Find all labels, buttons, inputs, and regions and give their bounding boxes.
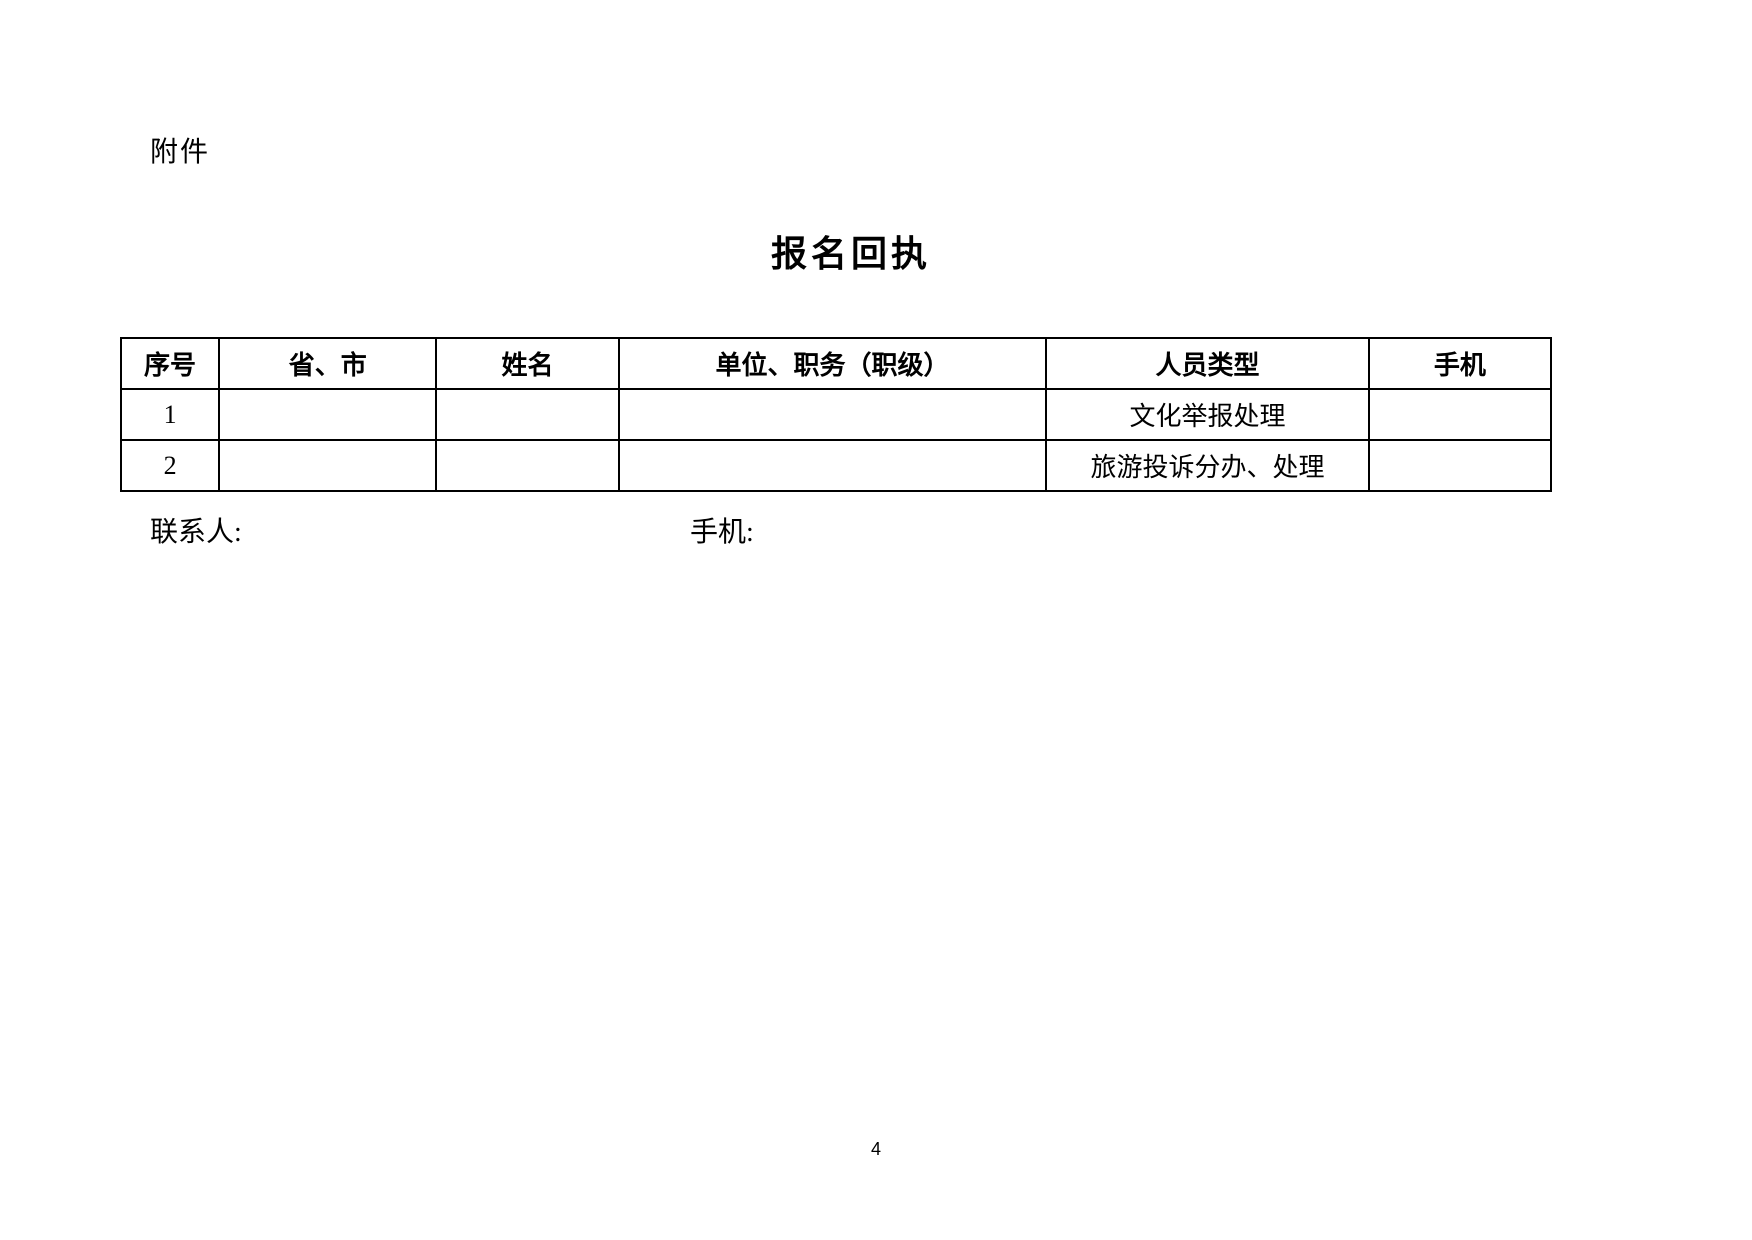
registration-table: 序号 省、市 姓名 单位、职务（职级） 人员类型 手机 1 文化举报处理 2 xyxy=(120,337,1552,492)
cell-unit xyxy=(619,440,1047,491)
header-province: 省、市 xyxy=(219,338,436,389)
page-number: 4 xyxy=(871,1139,881,1160)
contact-row: 联系人: 手机: xyxy=(150,510,1582,550)
header-type: 人员类型 xyxy=(1046,338,1368,389)
header-phone: 手机 xyxy=(1369,338,1551,389)
cell-type: 旅游投诉分办、处理 xyxy=(1046,440,1368,491)
cell-phone xyxy=(1369,389,1551,440)
cell-phone xyxy=(1369,440,1551,491)
attachment-label: 附件 xyxy=(150,130,1582,170)
cell-seq: 2 xyxy=(121,440,219,491)
table-row: 2 旅游投诉分办、处理 xyxy=(121,440,1551,491)
contact-phone-label: 手机: xyxy=(690,510,754,550)
cell-type: 文化举报处理 xyxy=(1046,389,1368,440)
cell-name xyxy=(436,440,618,491)
page-content: 附件 报名回执 序号 省、市 姓名 单位、职务（职级） 人员类型 手机 1 文化… xyxy=(0,0,1752,550)
header-name: 姓名 xyxy=(436,338,618,389)
cell-seq: 1 xyxy=(121,389,219,440)
header-seq: 序号 xyxy=(121,338,219,389)
cell-name xyxy=(436,389,618,440)
cell-province xyxy=(219,389,436,440)
cell-unit xyxy=(619,389,1047,440)
header-unit: 单位、职务（职级） xyxy=(619,338,1047,389)
table-header-row: 序号 省、市 姓名 单位、职务（职级） 人员类型 手机 xyxy=(121,338,1551,389)
table-row: 1 文化举报处理 xyxy=(121,389,1551,440)
contact-label: 联系人: xyxy=(150,510,270,550)
page-title: 报名回执 xyxy=(120,225,1582,277)
cell-province xyxy=(219,440,436,491)
